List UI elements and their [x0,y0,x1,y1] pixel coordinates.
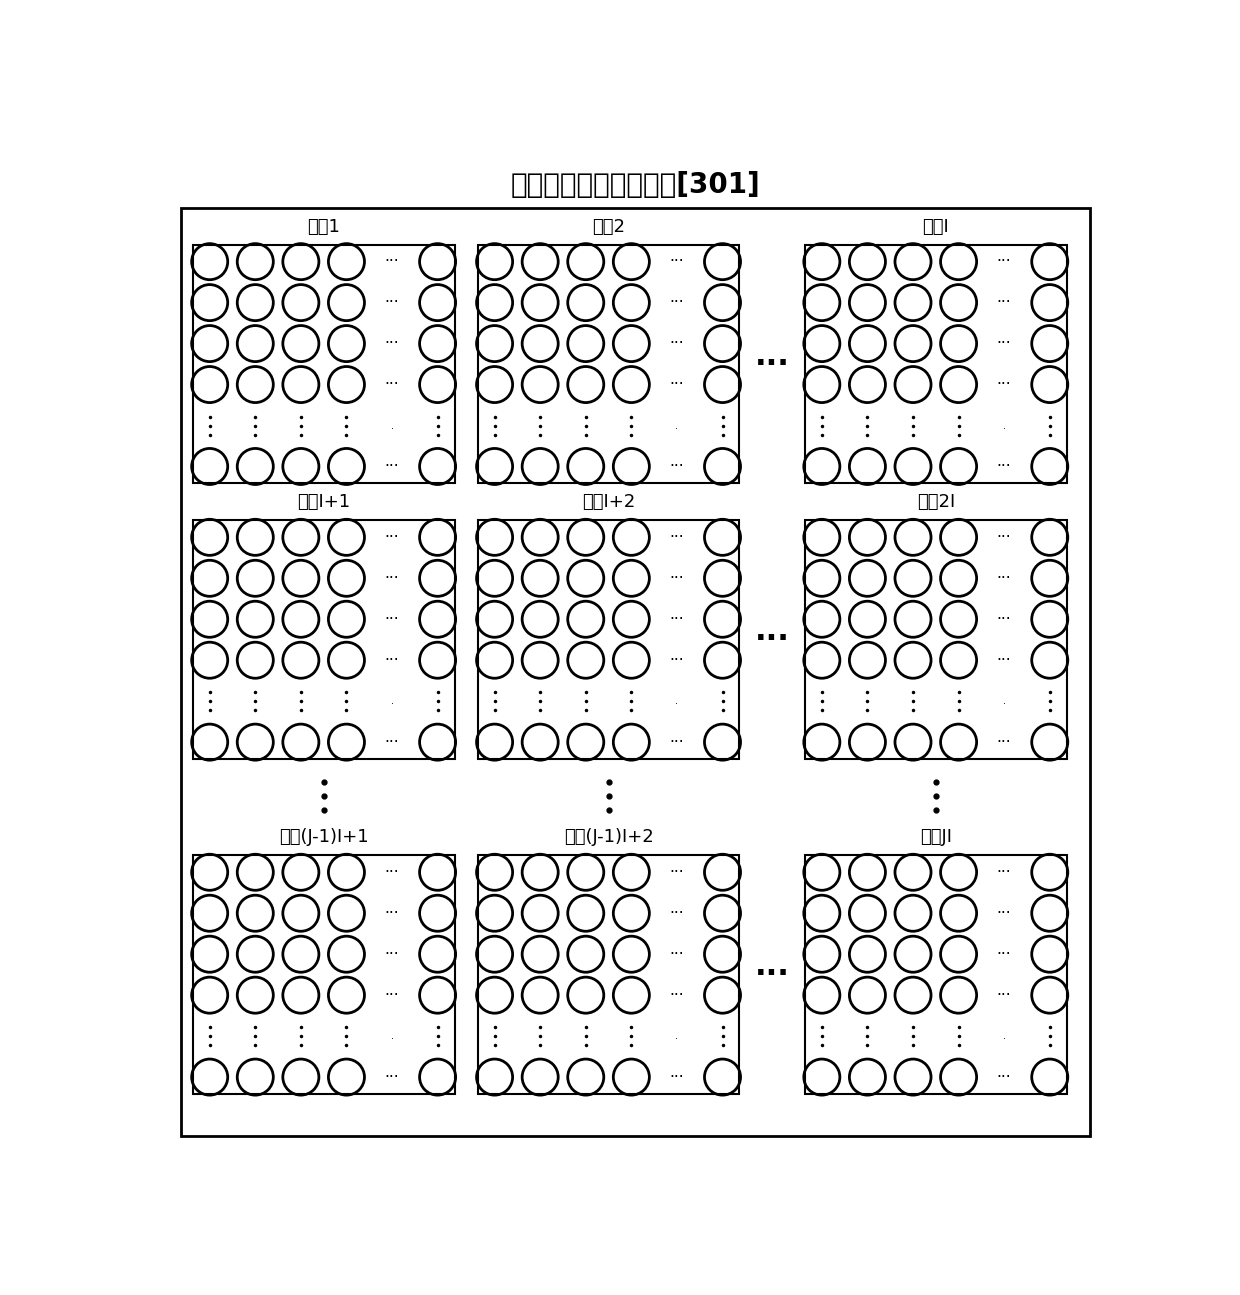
Text: ···: ··· [997,653,1012,668]
Text: .: . [676,1031,678,1041]
Text: ···: ··· [997,458,1012,474]
Text: ···: ··· [384,295,399,310]
Text: ···: ··· [997,254,1012,269]
Text: 阵列(J-1)I+1: 阵列(J-1)I+1 [279,829,368,846]
Text: ···: ··· [997,611,1012,627]
Bar [192,521,455,759]
Text: 阵列I+2: 阵列I+2 [582,493,635,512]
Text: ···: ··· [384,571,399,585]
Text: ···: ··· [997,1070,1012,1085]
Text: ···: ··· [670,611,684,627]
Bar [477,855,739,1094]
Text: .: . [1003,697,1006,706]
Text: .: . [676,421,678,430]
Text: ···: ··· [384,947,399,962]
Bar [477,521,739,759]
Text: ···: ··· [997,530,1012,545]
Text: ···: ··· [997,734,1012,750]
Text: .: . [391,697,393,706]
Text: .: . [391,421,393,430]
Text: 阵列JI: 阵列JI [920,829,952,846]
Text: ···: ··· [384,865,399,879]
Bar [192,245,455,483]
Text: ···: ··· [384,653,399,668]
Text: ···: ··· [670,1070,684,1085]
Text: ···: ··· [997,988,1012,1002]
Bar [805,245,1066,483]
Text: ···: ··· [997,377,1012,392]
Text: ···: ··· [670,947,684,962]
Text: ···: ··· [755,625,790,654]
Text: ···: ··· [670,295,684,310]
Text: ···: ··· [670,458,684,474]
Text: ···: ··· [384,377,399,392]
Text: ···: ··· [997,337,1012,351]
Text: ···: ··· [755,960,790,989]
Text: .: . [1003,421,1006,430]
Text: ···: ··· [997,571,1012,585]
Text: ···: ··· [670,530,684,545]
Text: ···: ··· [755,350,790,378]
Text: ···: ··· [384,611,399,627]
Bar [477,245,739,483]
Text: ···: ··· [670,734,684,750]
Text: ···: ··· [670,571,684,585]
Text: .: . [391,1031,393,1041]
Text: .: . [1003,1031,1006,1041]
Text: ···: ··· [997,905,1012,921]
Text: ···: ··· [670,254,684,269]
Text: ···: ··· [670,905,684,921]
Text: ···: ··· [997,865,1012,879]
Text: 组合超声波传感器阵列[301]: 组合超声波传感器阵列[301] [511,171,760,198]
Text: ···: ··· [384,988,399,1002]
Text: ···: ··· [384,337,399,351]
Text: ···: ··· [384,1070,399,1085]
Text: ···: ··· [384,458,399,474]
Text: ···: ··· [384,905,399,921]
Text: 阵列(J-1)I+2: 阵列(J-1)I+2 [564,829,653,846]
Text: ···: ··· [384,530,399,545]
Text: 阵列I: 阵列I [923,218,949,236]
Text: ···: ··· [670,337,684,351]
Text: ···: ··· [384,734,399,750]
Bar [805,855,1066,1094]
Text: ···: ··· [670,865,684,879]
Text: 阵列1: 阵列1 [308,218,340,236]
Text: ···: ··· [670,653,684,668]
Text: 阵列2: 阵列2 [591,218,625,236]
Text: ···: ··· [384,254,399,269]
Text: ···: ··· [997,295,1012,310]
Text: ···: ··· [670,988,684,1002]
Bar [805,521,1066,759]
Text: 阵列2I: 阵列2I [916,493,955,512]
Bar [192,855,455,1094]
Text: 阵列I+1: 阵列I+1 [298,493,350,512]
Text: ···: ··· [670,377,684,392]
Text: ···: ··· [997,947,1012,962]
Text: .: . [676,697,678,706]
